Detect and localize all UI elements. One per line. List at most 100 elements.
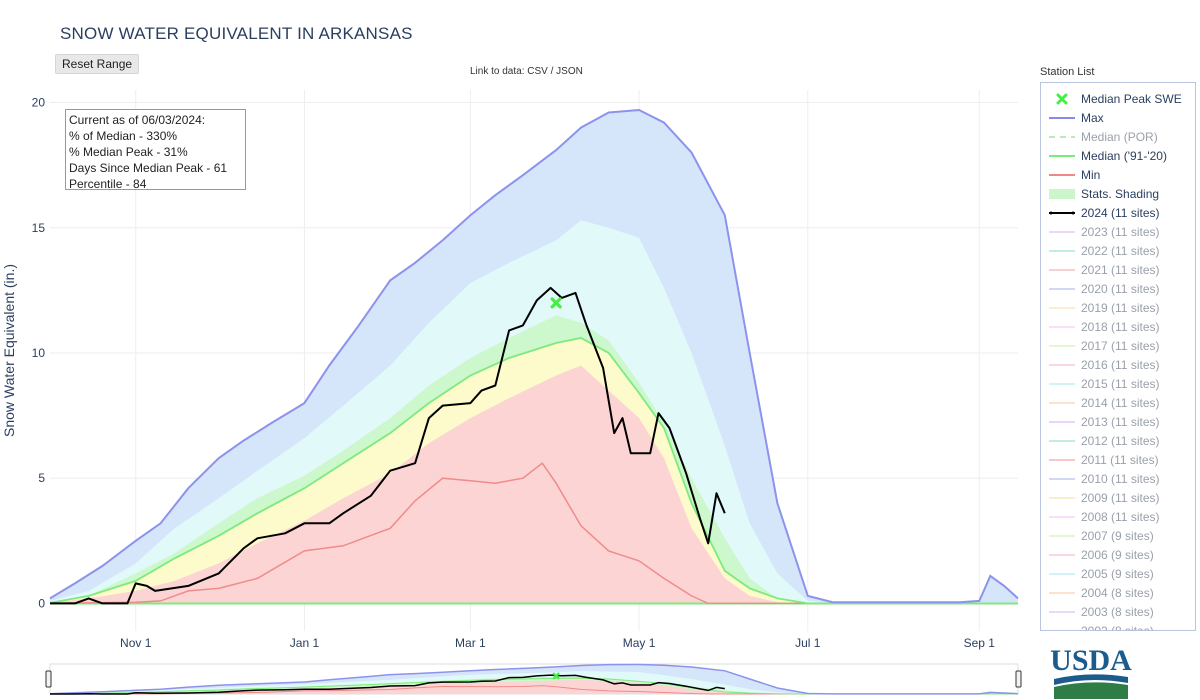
legend-swatch [1049, 250, 1075, 252]
legend-swatch [1049, 288, 1075, 290]
legend-item[interactable]: 2002 (8 sites) [1041, 621, 1195, 631]
legend-item[interactable]: 2021 (11 sites) [1041, 260, 1195, 279]
legend-swatch [1049, 155, 1075, 157]
legend-item[interactable]: 2017 (11 sites) [1041, 336, 1195, 355]
legend-label: 2019 (11 sites) [1081, 300, 1160, 315]
x-tick-label: Jul 1 [795, 636, 821, 650]
range-slider [45, 663, 1022, 695]
slider-handle-left[interactable] [45, 670, 52, 688]
legend-item[interactable]: 2014 (11 sites) [1041, 393, 1195, 412]
legend-item[interactable]: Median ('91-'20) [1041, 146, 1195, 165]
legend-label: 2012 (11 sites) [1081, 433, 1160, 448]
legend-label: 2018 (11 sites) [1081, 319, 1160, 334]
legend-swatch [1047, 621, 1077, 631]
legend-item[interactable]: 2024 (11 sites) [1041, 203, 1195, 222]
legend-item[interactable]: 2023 (11 sites) [1041, 222, 1195, 241]
legend-label: 2004 (8 sites) [1081, 585, 1154, 600]
band-30 [50, 365, 1018, 604]
legend-item[interactable]: 2019 (11 sites) [1041, 298, 1195, 317]
slider-peak-marker [552, 672, 560, 680]
legend-item[interactable]: Median Peak SWE [1041, 89, 1195, 108]
legend-swatch [1049, 459, 1075, 461]
legend-item[interactable]: 2012 (11 sites) [1041, 431, 1195, 450]
legend-item[interactable]: 2016 (11 sites) [1041, 355, 1195, 374]
reset-range-button[interactable]: Reset Range [55, 54, 140, 74]
legend-item[interactable]: Median (POR) [1041, 127, 1195, 146]
legend-item[interactable]: 2006 (9 sites) [1041, 545, 1195, 564]
legend-swatch [1049, 535, 1075, 537]
legend-label: 2006 (9 sites) [1081, 547, 1154, 562]
legend-label: Median (POR) [1081, 129, 1158, 144]
legend-item[interactable]: Stats. Shading [1041, 184, 1195, 203]
slider-max-line [49, 663, 1019, 695]
legend-label: 2017 (11 sites) [1081, 338, 1160, 353]
legend-label: Min [1081, 167, 1101, 182]
legend-swatch [1049, 611, 1075, 613]
legend-swatch [1049, 211, 1075, 215]
stats-pct-median-peak: % Median Peak - 31% [69, 145, 188, 159]
x-tick-label: May 1 [623, 636, 656, 650]
legend-item[interactable]: 2015 (11 sites) [1041, 374, 1195, 393]
data-link: Link to data: CSV / JSON [470, 66, 583, 77]
json-link[interactable]: JSON [556, 66, 583, 77]
slider-band-30 [50, 679, 1018, 694]
legend: Median Peak SWE Max Median (POR) Median ('9… [1040, 82, 1196, 631]
legend-item[interactable]: 2007 (9 sites) [1041, 526, 1195, 545]
legend-label: 2005 (9 sites) [1081, 566, 1154, 581]
current-year-line [50, 286, 726, 605]
x-tick-label: Nov 1 [120, 636, 152, 650]
station-list-label[interactable]: Station List [1040, 66, 1095, 78]
legend-label: 2003 (8 sites) [1081, 604, 1154, 619]
legend-label: 2024 (11 sites) [1081, 205, 1160, 220]
legend-item[interactable]: 2009 (11 sites) [1041, 488, 1195, 507]
stats-date-line: Current as of 06/03/2024: [69, 113, 206, 127]
legend-item[interactable]: 2018 (11 sites) [1041, 317, 1195, 336]
y-tick-label: 0 [38, 596, 45, 610]
usda-logo-text: USDA [1050, 644, 1132, 677]
legend-label: 2016 (11 sites) [1081, 357, 1160, 372]
legend-swatch [1049, 592, 1075, 594]
legend-swatch [1049, 136, 1075, 138]
y-tick-label: 20 [32, 96, 46, 110]
max-line [49, 108, 1019, 604]
legend-label: Max [1081, 110, 1104, 125]
legend-item[interactable]: 2010 (11 sites) [1041, 469, 1195, 488]
legend-swatch [1049, 189, 1075, 199]
legend-item[interactable]: 2004 (8 sites) [1041, 583, 1195, 602]
legend-label: Stats. Shading [1081, 186, 1160, 201]
legend-label: 2013 (11 sites) [1081, 414, 1160, 429]
x-tick-label: Sep 1 [964, 636, 996, 650]
legend-swatch [1049, 269, 1075, 271]
stats-days-since-peak: Days Since Median Peak - 61 [69, 161, 228, 175]
legend-label: 2021 (11 sites) [1081, 262, 1160, 277]
csv-link[interactable]: CSV [527, 66, 548, 77]
y-tick-label: 15 [32, 221, 46, 235]
legend-item[interactable]: 2008 (11 sites) [1041, 507, 1195, 526]
legend-item[interactable]: 2013 (11 sites) [1041, 412, 1195, 431]
slider-current-line [50, 674, 725, 695]
median-line [49, 337, 1018, 605]
chart-title: SNOW WATER EQUIVALENT IN ARKANSAS [60, 24, 413, 43]
legend-label: 2010 (11 sites) [1081, 471, 1160, 486]
legend-item[interactable]: 2005 (9 sites) [1041, 564, 1195, 583]
swe-chart[interactable]: 0 5 10 15 20 Nov 1 Jan 1 Mar 1 May 1 Jul 1 Sep 1 Sn… [0, 0, 1040, 700]
legend-label: 2007 (9 sites) [1081, 528, 1154, 543]
y-axis: 0 5 10 15 20 [32, 96, 46, 611]
legend-item[interactable]: Max [1041, 108, 1195, 127]
legend-label: 2002 (8 sites) [1081, 623, 1154, 631]
current-stats-box: Current as of 06/03/2024: % of Median - … [65, 109, 246, 191]
legend-item[interactable]: 2003 (8 sites) [1041, 602, 1195, 621]
slider-median-line [49, 677, 1018, 695]
min-line [49, 462, 1018, 605]
legend-item[interactable]: 2020 (11 sites) [1041, 279, 1195, 298]
legend-label: 2020 (11 sites) [1081, 281, 1160, 296]
slider-handle-right[interactable] [1015, 670, 1022, 688]
legend-swatch [1049, 117, 1075, 119]
legend-item[interactable]: Min [1041, 165, 1195, 184]
legend-item[interactable]: 2022 (11 sites) [1041, 241, 1195, 260]
stats-pct-median: % of Median - 330% [69, 129, 178, 143]
x-tick-label: Jan 1 [290, 636, 320, 650]
legend-item[interactable]: 2011 (11 sites) [1041, 450, 1195, 469]
legend-label: 2008 (11 sites) [1081, 509, 1160, 524]
legend-label: 2022 (11 sites) [1081, 243, 1160, 258]
